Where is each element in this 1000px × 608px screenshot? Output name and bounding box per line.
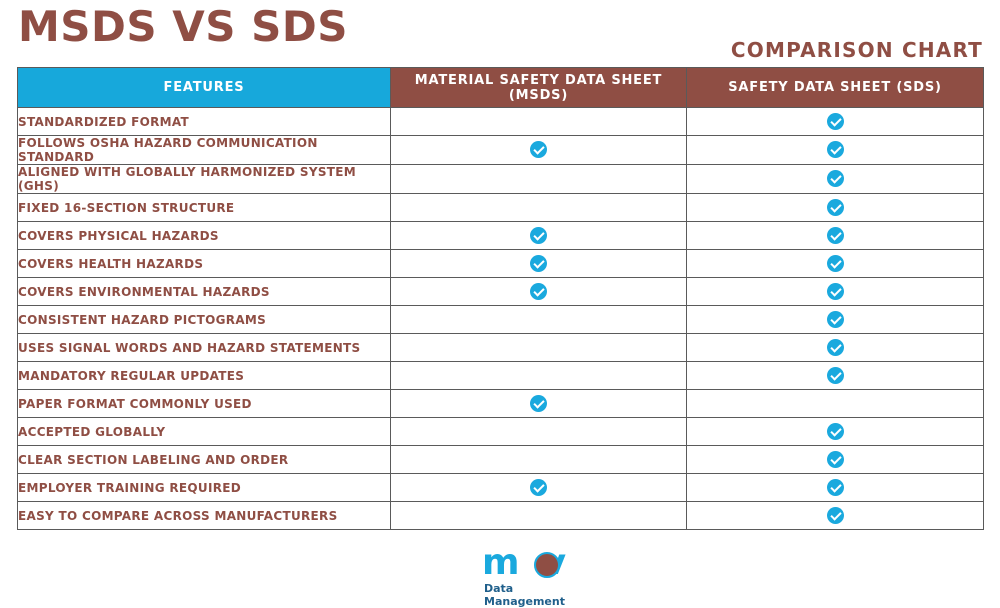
check-circle-icon — [826, 506, 844, 524]
check-circle-icon — [530, 254, 547, 272]
msds-cell — [390, 473, 687, 502]
company-logo: m3v Data Management — [482, 542, 597, 608]
logo-tagline: Data Management — [484, 582, 565, 608]
feature-label: COVERS ENVIRONMENTAL HAZARDS — [17, 277, 391, 306]
table-row: FOLLOWS OSHA HAZARD COMMUNICATION STANDA… — [17, 135, 984, 165]
table-header-row: FEATURES MATERIAL SAFETY DATA SHEET (MSD… — [17, 67, 984, 108]
msds-cell — [390, 277, 687, 306]
table-row: ALIGNED WITH GLOBALLY HARMONIZED SYSTEM … — [17, 164, 984, 194]
table-row: EASY TO COMPARE ACROSS MANUFACTURERS — [17, 501, 984, 530]
msds-cell — [390, 305, 687, 334]
table-row: USES SIGNAL WORDS AND HAZARD STATEMENTS — [17, 333, 984, 362]
table-row: ACCEPTED GLOBALLY — [17, 417, 984, 446]
feature-label: ACCEPTED GLOBALLY — [17, 417, 391, 446]
check-circle-icon — [530, 226, 547, 244]
sds-cell — [686, 193, 984, 222]
check-circle-icon — [826, 198, 844, 216]
msds-cell — [390, 221, 687, 250]
check-circle-icon — [530, 478, 547, 496]
page-subtitle: COMPARISON CHART — [730, 38, 983, 62]
comparison-table: FEATURES MATERIAL SAFETY DATA SHEET (MSD… — [17, 67, 984, 530]
table-row: FIXED 16-SECTION STRUCTURE — [17, 193, 984, 222]
msds-cell — [390, 389, 687, 418]
msds-cell — [390, 193, 687, 222]
sds-cell — [686, 164, 984, 194]
column-header-msds: MATERIAL SAFETY DATA SHEET (MSDS) — [390, 67, 687, 108]
page-title: MSDS VS SDS — [18, 2, 349, 51]
feature-label: COVERS PHYSICAL HAZARDS — [17, 221, 391, 250]
msds-cell — [390, 164, 687, 194]
sds-cell — [686, 445, 984, 474]
feature-label: COVERS HEALTH HAZARDS — [17, 249, 391, 278]
msds-cell — [390, 135, 687, 165]
table-row: PAPER FORMAT COMMONLY USED — [17, 389, 984, 418]
feature-label: PAPER FORMAT COMMONLY USED — [17, 389, 391, 418]
table-row: COVERS PHYSICAL HAZARDS — [17, 221, 984, 250]
check-circle-icon — [826, 282, 844, 300]
feature-label: STANDARDIZED FORMAT — [17, 107, 391, 136]
sds-cell — [686, 107, 984, 136]
table-row: COVERS HEALTH HAZARDS — [17, 249, 984, 278]
sds-cell — [686, 473, 984, 502]
check-circle-icon — [826, 478, 844, 496]
check-circle-icon — [826, 112, 844, 130]
sds-cell — [686, 389, 984, 418]
feature-label: EMPLOYER TRAINING REQUIRED — [17, 473, 391, 502]
check-circle-icon — [530, 394, 547, 412]
table-row: MANDATORY REGULAR UPDATES — [17, 361, 984, 390]
sds-cell — [686, 501, 984, 530]
column-header-sds: SAFETY DATA SHEET (SDS) — [686, 67, 984, 108]
msds-cell — [390, 361, 687, 390]
feature-label: CONSISTENT HAZARD PICTOGRAMS — [17, 305, 391, 334]
sds-cell — [686, 417, 984, 446]
check-circle-icon — [826, 170, 844, 188]
sds-cell — [686, 249, 984, 278]
feature-label: USES SIGNAL WORDS AND HAZARD STATEMENTS — [17, 333, 391, 362]
table-row: EMPLOYER TRAINING REQUIRED — [17, 473, 984, 502]
check-circle-icon — [826, 141, 844, 159]
feature-label: FIXED 16-SECTION STRUCTURE — [17, 193, 391, 222]
table-row: COVERS ENVIRONMENTAL HAZARDS — [17, 277, 984, 306]
sds-cell — [686, 333, 984, 362]
sds-cell — [686, 305, 984, 334]
check-circle-icon — [826, 226, 844, 244]
feature-label: FOLLOWS OSHA HAZARD COMMUNICATION STANDA… — [17, 135, 391, 165]
table-row: STANDARDIZED FORMAT — [17, 107, 984, 136]
sds-cell — [686, 361, 984, 390]
check-circle-icon — [530, 141, 547, 159]
check-circle-icon — [826, 338, 844, 356]
check-circle-icon — [826, 422, 844, 440]
check-circle-icon — [826, 450, 844, 468]
feature-label: ALIGNED WITH GLOBALLY HARMONIZED SYSTEM … — [17, 164, 391, 194]
globe-icon — [534, 552, 560, 578]
sds-cell — [686, 221, 984, 250]
check-circle-icon — [826, 366, 844, 384]
table-row: CLEAR SECTION LABELING AND ORDER — [17, 445, 984, 474]
msds-cell — [390, 417, 687, 446]
msds-cell — [390, 249, 687, 278]
msds-cell — [390, 445, 687, 474]
feature-label: CLEAR SECTION LABELING AND ORDER — [17, 445, 391, 474]
check-circle-icon — [826, 310, 844, 328]
feature-label: EASY TO COMPARE ACROSS MANUFACTURERS — [17, 501, 391, 530]
msds-cell — [390, 333, 687, 362]
table-row: CONSISTENT HAZARD PICTOGRAMS — [17, 305, 984, 334]
column-header-features: FEATURES — [17, 67, 391, 108]
msds-cell — [390, 501, 687, 530]
sds-cell — [686, 135, 984, 165]
feature-label: MANDATORY REGULAR UPDATES — [17, 361, 391, 390]
check-circle-icon — [530, 282, 547, 300]
msds-cell — [390, 107, 687, 136]
check-circle-icon — [826, 254, 844, 272]
sds-cell — [686, 277, 984, 306]
